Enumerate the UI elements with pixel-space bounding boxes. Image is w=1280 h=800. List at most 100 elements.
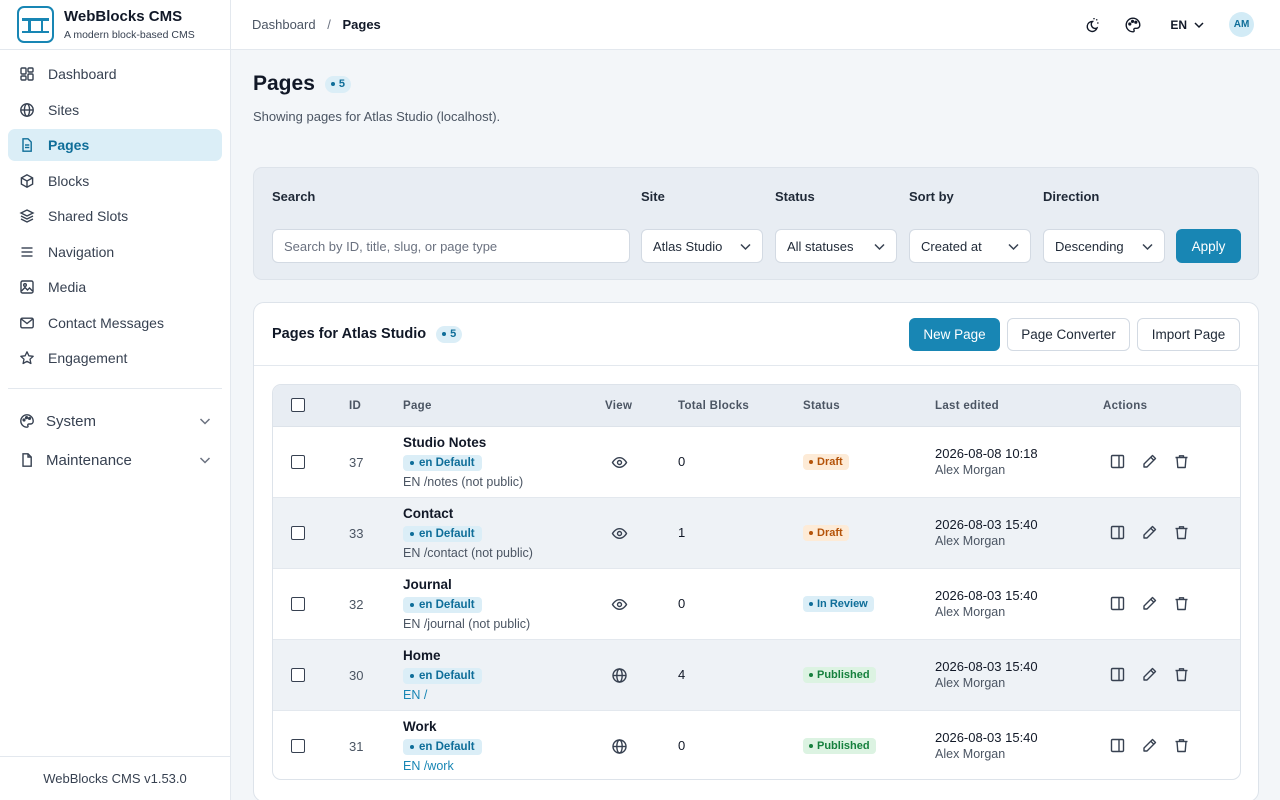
star-icon [19,350,35,366]
sort-select[interactable]: Created at [909,229,1031,263]
header-actions: Actions [1103,399,1148,412]
palette-icon[interactable] [1124,16,1142,34]
sidebar-item-media[interactable]: Media [8,271,222,303]
table-row[interactable]: 32 Journal en Default EN /journal (not p… [273,569,1240,640]
header-status[interactable]: Status [803,399,840,412]
eye-icon[interactable] [611,454,628,471]
delete-icon[interactable] [1173,453,1190,470]
table-row[interactable]: 31 Work en Default EN /work 0 Published … [273,711,1240,779]
edit-icon[interactable] [1141,595,1158,612]
edit-icon[interactable] [1141,737,1158,754]
row-checkbox[interactable] [291,455,305,469]
globe-icon[interactable] [611,667,628,684]
header-id[interactable]: ID [349,399,362,412]
topbar: Dashboard / Pages EN AM [231,0,1280,50]
logo-icon [17,6,54,43]
sort-select-value: Created at [921,238,982,254]
header-last-edited[interactable]: Last edited [935,399,1000,412]
theme-toggle-icon[interactable] [1082,16,1100,34]
card-title: Pages for Atlas Studio 5 [272,325,463,343]
dashboard-icon [19,66,35,82]
sidebar-item-shared-slots[interactable]: Shared Slots [8,200,222,232]
status-badge-text: Draft [817,456,843,468]
sidebar-item-label: Blocks [48,172,90,189]
direction-select-value: Descending [1055,238,1124,254]
sidebar-item-navigation[interactable]: Navigation [8,236,222,268]
card-actions: New Page Page Converter Import Page [902,317,1240,351]
locale-badge: en Default [403,668,482,684]
page-title-link[interactable]: Work [403,719,437,734]
language-value: EN [1170,17,1187,32]
sidebar-item-label: Dashboard [48,66,117,82]
delete-icon[interactable] [1173,524,1190,541]
eye-icon[interactable] [611,596,628,613]
edit-icon[interactable] [1141,524,1158,541]
file-icon [19,137,35,153]
brand[interactable]: WebBlocks CMS A modern block-based CMS [0,0,230,50]
header-view: View [605,399,633,412]
status-label: Status [775,189,815,204]
search-input[interactable]: Search by ID, title, slug, or page type [272,229,630,263]
new-page-button[interactable]: New Page [909,317,1000,351]
last-edited-date: 2026-08-08 10:18 [935,446,1038,461]
status-select[interactable]: All statuses [775,229,897,263]
sidebar-item-dashboard[interactable]: Dashboard [8,58,222,90]
sidebar-group-maintenance[interactable]: Maintenance [8,442,222,478]
row-checkbox[interactable] [291,739,305,753]
preview-panel-icon[interactable] [1109,524,1126,541]
import-page-button[interactable]: Import Page [1137,317,1240,351]
sidebar-group-label: System [46,412,97,430]
preview-panel-icon[interactable] [1109,595,1126,612]
locale-badge: en Default [403,455,482,471]
sidebar-item-blocks[interactable]: Blocks [8,165,222,197]
table-row[interactable]: 33 Contact en Default EN /contact (not p… [273,498,1240,569]
delete-icon[interactable] [1173,666,1190,683]
sidebar-item-label: Navigation [48,243,115,260]
chevron-down-icon [1008,243,1019,251]
breadcrumb: Dashboard / Pages [252,17,381,32]
page-title-link[interactable]: Journal [403,577,452,592]
palette-icon [20,414,34,428]
preview-panel-icon[interactable] [1109,666,1126,683]
header-total-blocks[interactable]: Total Blocks [678,399,750,412]
row-checkbox[interactable] [291,668,305,682]
pages-card: Pages for Atlas Studio 5 New Page Page C… [253,302,1259,800]
row-checkbox[interactable] [291,597,305,611]
delete-icon[interactable] [1173,595,1190,612]
select-all-checkbox[interactable] [291,398,305,412]
edit-icon[interactable] [1141,453,1158,470]
card-count: 5 [450,328,457,340]
table-row[interactable]: 37 Studio Notes en Default EN /notes (no… [273,427,1240,498]
sidebar-item-pages[interactable]: Pages [8,129,222,161]
apply-button[interactable]: Apply [1176,229,1241,263]
breadcrumb-root[interactable]: Dashboard [252,17,316,32]
page-path: EN /journal (not public) [403,617,531,631]
sidebar-item-engagement[interactable]: Engagement [8,342,222,374]
site-select[interactable]: Atlas Studio [641,229,763,263]
page-title-link[interactable]: Studio Notes [403,435,487,450]
sidebar-nav: Dashboard Sites Pages Blocks Shared Slot… [0,50,230,478]
delete-icon[interactable] [1173,737,1190,754]
preview-panel-icon[interactable] [1109,737,1126,754]
card-title-text: Pages for Atlas Studio [272,326,427,342]
table-row[interactable]: 30 Home en Default EN / 4 Published 2026… [273,640,1240,711]
header-page[interactable]: Page [403,399,432,412]
page-title-link[interactable]: Home [403,648,441,663]
row-checkbox[interactable] [291,526,305,540]
globe-icon[interactable] [611,738,628,755]
row-id: 37 [349,455,364,470]
language-selector[interactable]: EN [1170,18,1205,32]
page-title-link[interactable]: Contact [403,506,454,521]
page-converter-button[interactable]: Page Converter [1007,317,1130,351]
sidebar-group-label: Maintenance [46,451,132,469]
avatar[interactable]: AM [1229,12,1254,37]
eye-icon[interactable] [611,525,628,542]
edit-icon[interactable] [1141,666,1158,683]
preview-panel-icon[interactable] [1109,453,1126,470]
sidebar-group-system[interactable]: System [8,403,222,439]
total-blocks: 0 [678,596,686,611]
direction-select[interactable]: Descending [1043,229,1165,263]
globe-icon [19,102,35,118]
sidebar-item-contact-messages[interactable]: Contact Messages [8,307,222,339]
sidebar-item-sites[interactable]: Sites [8,94,222,126]
